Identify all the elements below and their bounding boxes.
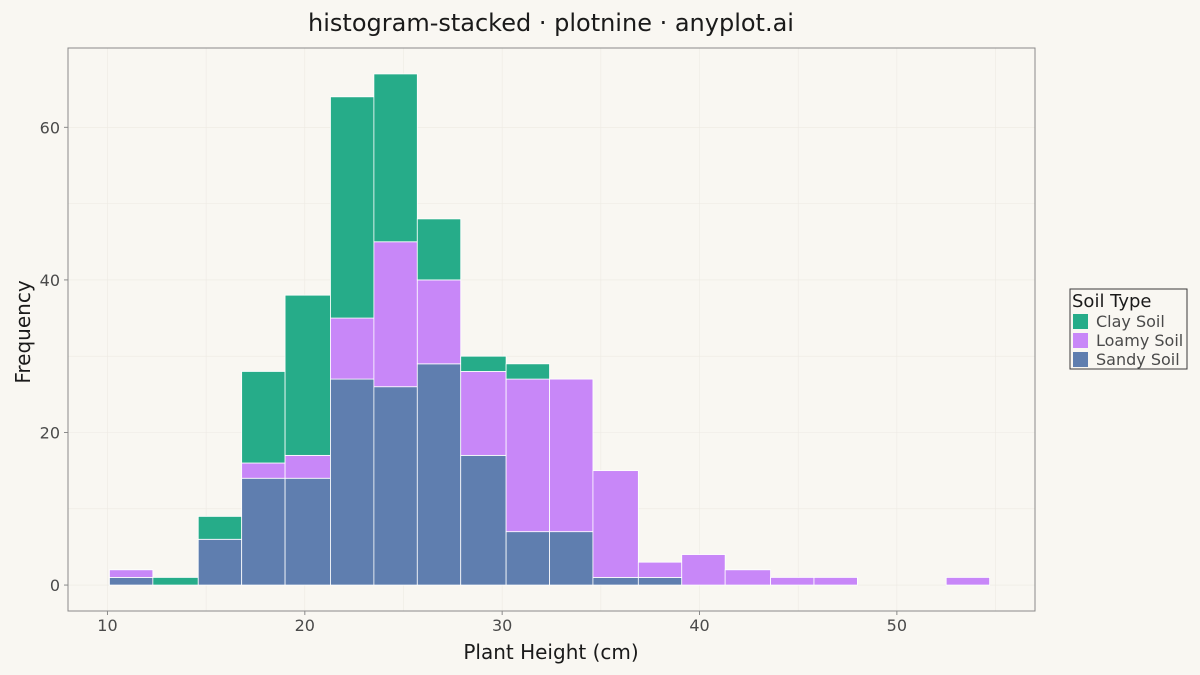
y-tick-label: 20 — [40, 423, 60, 442]
bar-loamy-soil — [109, 569, 154, 578]
x-tick-label: 20 — [295, 616, 315, 635]
bar-loamy-soil — [637, 561, 683, 578]
x-tick-label: 40 — [689, 616, 709, 635]
bar-loamy-soil — [724, 569, 771, 586]
bar-sandy-soil — [460, 454, 507, 586]
bar-loamy-soil — [813, 577, 858, 586]
bar-sandy-soil — [637, 577, 683, 586]
legend-box — [1069, 288, 1188, 370]
bar-loamy-soil — [460, 371, 507, 456]
bar-sandy-soil — [592, 577, 639, 586]
y-axis-title: Frequency — [11, 280, 35, 383]
bar-loamy-soil — [945, 577, 991, 586]
x-axis-title: Plant Height (cm) — [463, 640, 638, 664]
bar-clay-soil — [416, 218, 462, 281]
bar-sandy-soil — [109, 577, 154, 586]
y-tick-label: 40 — [40, 271, 60, 290]
bar-clay-soil — [241, 371, 286, 464]
x-tick-label: 30 — [492, 616, 512, 635]
y-tick-label: 60 — [40, 118, 60, 137]
bar-clay-soil — [197, 516, 243, 540]
bar-loamy-soil — [592, 470, 639, 578]
legend-label: Clay Soil — [1096, 312, 1165, 331]
bar-sandy-soil — [549, 531, 594, 586]
plot-border — [67, 47, 1036, 612]
x-tick-label: 10 — [97, 616, 117, 635]
bar-clay-soil — [505, 363, 550, 380]
bar-sandy-soil — [373, 386, 418, 586]
bar-loamy-soil — [373, 241, 418, 388]
bar-sandy-soil — [416, 363, 462, 586]
bar-clay-soil — [284, 294, 331, 456]
legend-swatch — [1073, 314, 1088, 329]
bar-clay-soil — [152, 577, 199, 586]
chart-title: histogram-stacked · plotnine · anyplot.a… — [308, 9, 794, 37]
y-tick-label: 0 — [50, 576, 60, 595]
legend-title: Soil Type — [1072, 291, 1152, 312]
legend-swatch — [1073, 333, 1088, 348]
bar-clay-soil — [460, 355, 507, 372]
x-tick-label: 50 — [887, 616, 907, 635]
plot-area — [67, 47, 1036, 612]
bar-loamy-soil — [284, 454, 331, 479]
x-axis: 10 20 30 40 50 — [97, 611, 907, 635]
bar-loamy-soil — [549, 378, 594, 533]
bars — [109, 73, 991, 586]
bar-clay-soil — [330, 96, 375, 319]
bar-sandy-soil — [241, 477, 286, 586]
bar-loamy-soil — [770, 577, 815, 586]
bar-loamy-soil — [241, 462, 286, 479]
bar-sandy-soil — [284, 477, 331, 586]
bar-sandy-soil — [330, 378, 375, 586]
bar-loamy-soil — [330, 317, 375, 380]
bar-loamy-soil — [505, 378, 550, 533]
bar-sandy-soil — [197, 538, 243, 586]
legend-label: Loamy Soil — [1096, 331, 1183, 350]
bar-loamy-soil — [416, 279, 462, 365]
bar-clay-soil — [373, 73, 418, 243]
legend-label: Sandy Soil — [1096, 350, 1180, 369]
bar-sandy-soil — [505, 531, 550, 586]
y-axis: 0 20 40 60 — [40, 118, 68, 595]
legend-swatch — [1073, 352, 1088, 367]
bar-loamy-soil — [681, 554, 726, 586]
